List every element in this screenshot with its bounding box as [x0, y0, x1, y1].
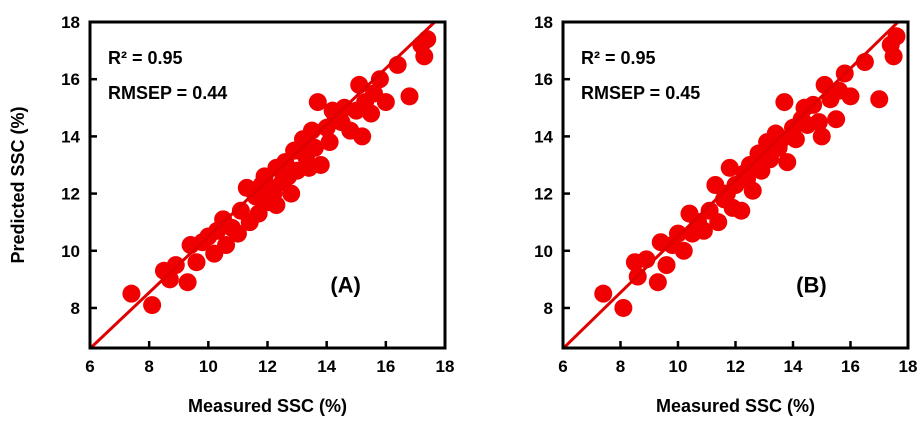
y-tick-label: 12	[61, 185, 80, 204]
data-point	[187, 253, 206, 272]
data-point	[353, 127, 372, 146]
x-tick-label: 12	[258, 357, 277, 376]
fit-line	[563, 22, 901, 348]
y-tick-label: 12	[534, 185, 553, 204]
x-axis-label: Measured SSC (%)	[656, 396, 815, 416]
data-point	[614, 298, 633, 317]
data-point	[720, 158, 739, 177]
x-tick-label: 16	[376, 357, 395, 376]
data-point	[418, 30, 437, 49]
data-point	[827, 110, 846, 129]
y-tick-label: 16	[61, 70, 80, 89]
y-tick-label: 16	[534, 70, 553, 89]
y-tick-label: 10	[534, 242, 553, 261]
data-point	[786, 130, 805, 149]
data-point	[884, 47, 903, 66]
data-point	[778, 153, 797, 172]
x-tick-label: 14	[784, 357, 803, 376]
data-point	[400, 87, 419, 106]
data-point	[709, 213, 728, 232]
data-point	[122, 284, 141, 303]
x-tick-label: 12	[726, 357, 745, 376]
x-tick-label: 18	[436, 357, 455, 376]
data-point	[738, 170, 756, 189]
data-marks	[563, 22, 906, 348]
y-tick-label: 8	[544, 299, 553, 318]
r-squared-label: R² = 0.95	[581, 48, 656, 68]
data-marks	[90, 22, 437, 348]
data-point	[755, 147, 774, 166]
y-tick-label: 14	[534, 127, 553, 146]
panel-label: (A)	[330, 273, 361, 298]
data-point	[732, 201, 751, 220]
x-tick-label: 18	[899, 357, 918, 376]
y-tick-label: 14	[61, 127, 80, 146]
x-tick-label: 14	[317, 357, 336, 376]
data-point	[594, 284, 613, 303]
x-tick-label: 10	[199, 357, 218, 376]
data-point	[217, 236, 236, 255]
data-point	[178, 273, 197, 292]
data-point	[657, 256, 676, 275]
data-point	[674, 241, 693, 260]
data-point	[841, 87, 860, 106]
rmsep-label: RMSEP = 0.44	[108, 83, 227, 103]
panel-label: (B)	[796, 273, 827, 298]
r-squared-label: R² = 0.95	[108, 48, 183, 68]
x-tick-label: 8	[144, 357, 153, 376]
data-point	[772, 130, 791, 149]
y-tick-label: 8	[71, 299, 80, 318]
data-point	[143, 296, 162, 315]
x-tick-label: 8	[616, 357, 625, 376]
data-point	[362, 104, 381, 123]
chart-panel-2: 6 8 10 12 14 16 18 8 10 12 14 16 18 Measured SSC (%) R…	[534, 13, 918, 416]
x-tick-label: 6	[85, 357, 94, 376]
data-point	[669, 224, 687, 243]
data-point	[160, 270, 179, 289]
data-point	[870, 90, 889, 109]
data-point	[717, 184, 736, 203]
data-point	[887, 27, 906, 46]
data-point	[795, 98, 814, 117]
data-point	[809, 113, 828, 132]
data-point	[370, 70, 389, 89]
x-tick-label: 16	[841, 357, 860, 376]
data-point	[228, 224, 247, 243]
data-point	[320, 133, 339, 152]
data-point	[299, 158, 318, 177]
y-axis-label: Predicted SSC (%)	[8, 106, 28, 263]
data-point	[415, 47, 434, 66]
fit-line	[90, 22, 437, 348]
y-tick-label: 18	[534, 13, 553, 32]
chart-panel-1: 6 8 10 12 14 16 18 8 10 12 14 16 18 Measured SSC (%) P…	[8, 13, 455, 416]
y-tick-label: 18	[61, 13, 80, 32]
x-axis-label: Measured SSC (%)	[188, 396, 347, 416]
data-point	[279, 167, 298, 186]
data-point	[812, 127, 831, 146]
rmsep-label: RMSEP = 0.45	[581, 83, 700, 103]
x-tick-label: 10	[669, 357, 688, 376]
data-point	[376, 93, 395, 112]
data-point	[775, 93, 794, 112]
data-point	[694, 221, 713, 240]
data-point	[305, 138, 324, 157]
data-point	[308, 93, 327, 112]
data-point	[282, 184, 301, 203]
data-point	[648, 273, 667, 292]
x-tick-label: 6	[558, 357, 567, 376]
y-tick-label: 10	[61, 242, 80, 261]
